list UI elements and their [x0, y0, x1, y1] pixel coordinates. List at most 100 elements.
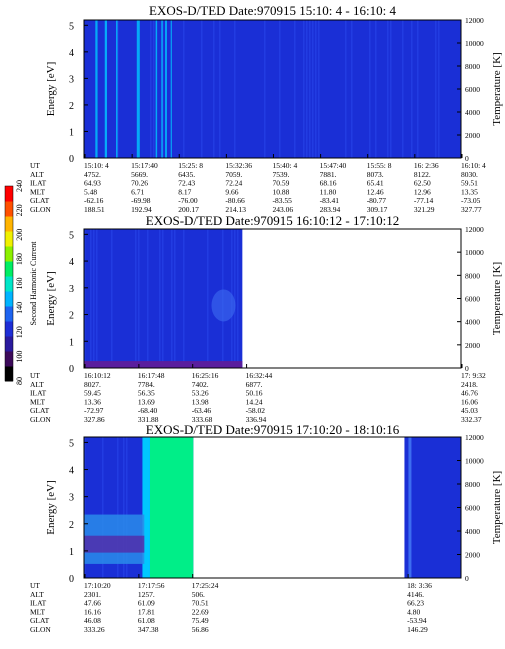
spectrogram-stripe [213, 20, 215, 158]
ephemeris-value: 13.98 [192, 397, 209, 406]
colorbar-segment [5, 246, 13, 262]
ephemeris-value: 50.16 [246, 389, 263, 398]
ephemeris-row-label: ILAT [30, 179, 47, 188]
ephemeris-row-label: GLON [30, 625, 51, 634]
ephemeris-value: 15:32:36 [225, 161, 252, 170]
y2-tick-label: 4000 [465, 108, 480, 117]
y2-tick-label: 2000 [465, 551, 480, 560]
y-axis-label: Energy [eV] [45, 271, 57, 325]
ephemeris-value: 7059. [225, 170, 242, 179]
ephemeris-value: 347.38 [138, 625, 159, 634]
colorbar-segment [5, 276, 13, 292]
spectrogram-blob [211, 289, 236, 322]
colorbar-segment [5, 231, 13, 247]
y-tick-label: 3 [69, 284, 74, 295]
spectrogram-stripe [402, 20, 404, 158]
ephemeris-value: -63.46 [192, 406, 212, 415]
ephemeris-value: -83.41 [320, 196, 340, 205]
y-tick-label: 2 [69, 311, 74, 322]
ephemeris-value: 15:47:40 [320, 161, 347, 170]
spectrogram-stripe [102, 437, 104, 578]
ephemeris-value: 13.69 [138, 397, 155, 406]
ephemeris-value: -68.40 [138, 406, 158, 415]
ephemeris-value: 8027. [84, 380, 101, 389]
colorbar-segment [5, 366, 13, 382]
colorbar: 80 100 120 140 160 180 200 220 240 Second Harmoni… [4, 180, 38, 385]
ephemeris-value: 22.69 [192, 607, 209, 616]
ephemeris-value: -53.94 [407, 616, 427, 625]
ephemeris-value: 15:40: 4 [272, 161, 297, 170]
ephemeris-value: 1257. [138, 590, 155, 599]
y-tick-label: 4 [69, 48, 74, 59]
ephemeris-value: 4752. [84, 170, 101, 179]
y-axis-label: Energy [eV] [45, 480, 57, 534]
ephemeris-row-label: MLT [30, 397, 46, 406]
colorbar-tick-label: 80 [15, 377, 24, 385]
ephemeris-value: 17:25:24 [192, 581, 219, 590]
y2-tick-label: 0 [465, 574, 469, 583]
spectrogram-stripe [183, 229, 185, 368]
spectrogram-stripe [438, 20, 440, 158]
y2-tick-label: 0 [465, 364, 469, 373]
ephemeris-value: 11.80 [320, 187, 337, 196]
ephemeris-value: 72.43 [178, 179, 195, 188]
spectrogram-stripe [126, 437, 128, 578]
ephemeris-value: 53.26 [192, 389, 209, 398]
y2-axis-label: Temperature [K] [491, 52, 503, 125]
ephemeris-value: 59.45 [84, 389, 101, 398]
spectrogram-bright-stripe [161, 20, 163, 158]
ephemeris-value: 17: 9:32 [461, 371, 486, 380]
y-tick-label: 1 [69, 337, 74, 348]
ephemeris-value: 16:10: 4 [461, 161, 486, 170]
ephemeris-row-label: MLT [30, 187, 46, 196]
colorbar-segment [5, 201, 13, 217]
panel-title: EXOS-D/TED Date:970915 15:10: 4 - 16:10:… [149, 3, 396, 18]
y-axis-label: Energy [eV] [45, 62, 57, 116]
ephemeris-row-label: UT [30, 581, 40, 590]
y2-tick-label: 10000 [465, 39, 484, 48]
spectrogram-stripe [234, 229, 236, 368]
ephemeris-value: 75.49 [192, 616, 209, 625]
spectrogram-stripe [138, 229, 140, 368]
ephemeris-row-label: GLAT [30, 406, 50, 415]
ephemeris-value: 5.48 [84, 187, 97, 196]
ephemeris-value: 61.08 [138, 616, 155, 625]
y2-tick-label: 12000 [465, 433, 484, 442]
y2-tick-label: 10000 [465, 248, 484, 257]
spectrogram-stripe [264, 20, 266, 158]
colorbar-segment [5, 291, 13, 307]
y-tick-label: 2 [69, 101, 74, 112]
spectrogram-stripe [351, 20, 353, 158]
ephemeris-value: 72.24 [225, 179, 242, 188]
spectrogram-stripe [96, 229, 98, 368]
ephemeris-value: 283.94 [320, 205, 341, 214]
spectrogram-stripe [375, 20, 377, 158]
spectrogram-stripe [201, 20, 203, 158]
ephemeris-value: 16:17:48 [138, 371, 165, 380]
spectrogram-stripe [234, 20, 236, 158]
spectrogram-stripe [369, 20, 371, 158]
ephemeris-value: 7539. [272, 170, 289, 179]
ephemeris-value: 146.29 [407, 625, 428, 634]
ephemeris-value: 61.09 [138, 599, 155, 608]
spectrogram-stripe [147, 229, 149, 368]
y2-tick-label: 8000 [465, 271, 480, 280]
ephemeris-value: 16:10:12 [84, 371, 111, 380]
spectrogram-stripe [123, 437, 125, 578]
ephemeris-value: 192.94 [131, 205, 152, 214]
ephemeris-value: 243.06 [272, 205, 293, 214]
spectrogram-bright-stripe [155, 20, 158, 158]
spectrogram-bright-stripe [116, 20, 118, 158]
ephemeris-value: 327.86 [84, 415, 105, 424]
ephemeris-row-label: ALT [30, 380, 44, 389]
spectrogram-late-fill [404, 437, 461, 578]
ephemeris-value: 16.06 [461, 397, 478, 406]
colorbar-tick-label: 160 [15, 278, 24, 290]
ephemeris-value: 9.66 [225, 187, 238, 196]
spectrogram-bright-stripe [165, 20, 167, 158]
spectrogram-stripe [111, 229, 113, 368]
ephemeris-value: 336.94 [246, 415, 267, 424]
ephemeris-value: 17:10:20 [84, 581, 111, 590]
ephemeris-value: -72.97 [84, 406, 104, 415]
ephemeris-value: 16.16 [84, 607, 101, 616]
